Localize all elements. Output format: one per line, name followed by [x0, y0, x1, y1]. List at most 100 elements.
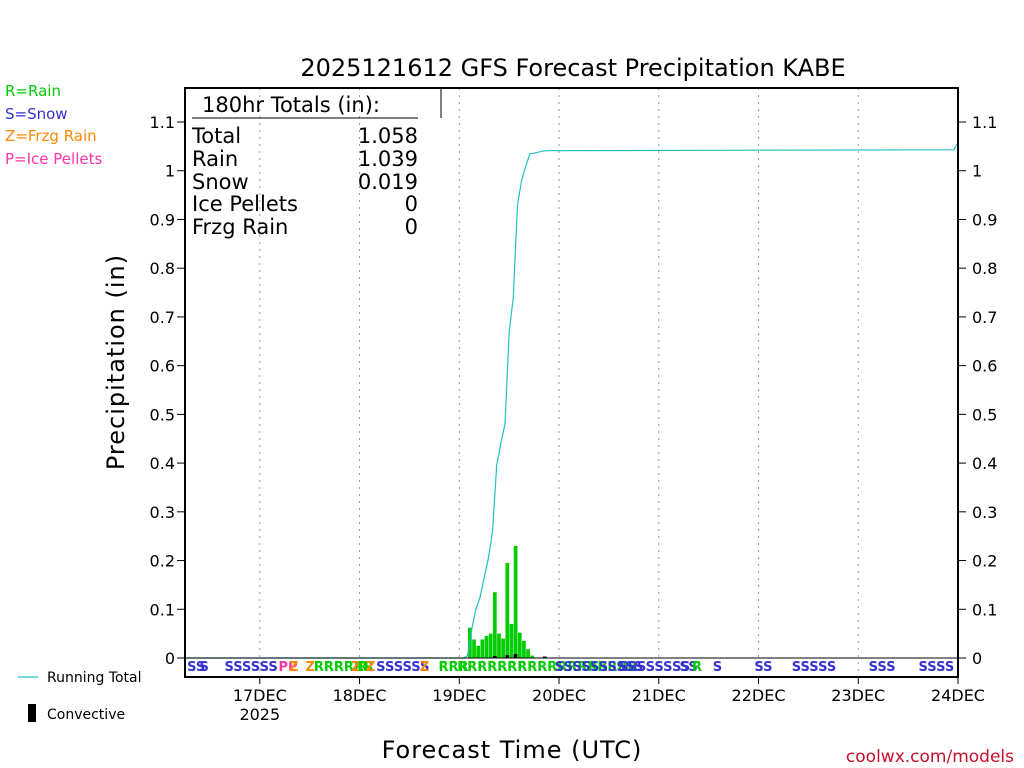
- ptype-letters: SS: [680, 660, 698, 675]
- rain-bar: [530, 655, 535, 658]
- y-tick-label-left: 0.5: [150, 405, 175, 424]
- ptype-letters: SSSSS: [792, 660, 836, 675]
- ptype-letters: SSSSSS: [376, 660, 429, 675]
- ptype-letters: Z: [366, 660, 375, 675]
- y-tick-label-left: 0.1: [150, 600, 175, 619]
- convective-swatch: [28, 704, 36, 722]
- y-tick-label-left: 0.7: [150, 308, 175, 327]
- rain-bar: [480, 639, 485, 658]
- legend-snow: S=Snow: [5, 105, 68, 123]
- x-tick-label: 24DEC: [931, 686, 985, 705]
- totals-box: 180hr Totals (in): Total 1.058 Rain 1.03…: [191, 88, 442, 239]
- rain-bar: [488, 633, 493, 658]
- y-tick-label-right: 0.4: [972, 454, 997, 473]
- series-legend: Running Total Convective: [18, 670, 142, 723]
- chart-title: 2025121612 GFS Forecast Precipitation KA…: [300, 54, 845, 82]
- y-tick-label-left: 0.3: [150, 503, 175, 522]
- legend-rain: R=Rain: [5, 82, 61, 100]
- totals-label-snow: Snow: [192, 170, 249, 194]
- y-tick-label-right: 1.1: [972, 113, 997, 132]
- ptype-letters: Z: [289, 660, 298, 675]
- convective-bar: [505, 655, 510, 658]
- ptype-letters: SSSSSS: [224, 660, 277, 675]
- x-tick-label: 18DEC: [333, 686, 387, 705]
- x-tick-label: 23DEC: [831, 686, 885, 705]
- totals-value-ice-pellets: 0: [405, 192, 418, 216]
- y-axis: 0 00.1 0.10.2 0.20.3 0.30.4 0.40.5 0.50.6 0.60.…: [150, 113, 998, 668]
- legend-frzg-rain: Z=Frzg Rain: [5, 127, 97, 145]
- y-tick-label-right: 0.8: [972, 259, 997, 278]
- rain-bar: [513, 545, 518, 658]
- y-tick-label-left: 1: [165, 162, 175, 181]
- y-tick-label-left: 0.2: [150, 552, 175, 571]
- ptype-letters: Z: [306, 660, 315, 675]
- y-tick-label-right: 1: [972, 162, 982, 181]
- rain-bar: [476, 645, 481, 658]
- totals-label-rain: Rain: [192, 147, 238, 171]
- legend-ice-pellets: P=Ice Pellets: [5, 150, 102, 168]
- running-total-legend-label: Running Total: [47, 670, 142, 686]
- y-tick-label-right: 0.9: [972, 210, 997, 229]
- totals-label-frzg-rain: Frzg Rain: [192, 215, 288, 239]
- x-tick-label: 22DEC: [732, 686, 786, 705]
- convective-bar: [513, 654, 518, 658]
- rain-bar: [517, 632, 522, 658]
- plot-frame: [184, 87, 959, 678]
- rain-bar: [484, 636, 489, 658]
- ptype-letters: SSSSSSSSSS: [555, 660, 643, 675]
- totals-value-frzg-rain: 0: [405, 215, 418, 239]
- x-axis-label: Forecast Time (UTC): [382, 736, 643, 764]
- ptype-legend: R=Rain S=Snow Z=Frzg Rain P=Ice Pellets: [5, 82, 102, 168]
- rain-bar: [501, 638, 506, 658]
- y-tick-label-left: 0.8: [150, 259, 175, 278]
- ptype-letters: RRR: [439, 660, 469, 675]
- rain-bar: [472, 639, 476, 658]
- credit-text: coolwx.com/models: [846, 747, 1014, 767]
- rain-bar: [522, 640, 526, 658]
- ptype-letters: SSSSSSSS: [619, 660, 690, 675]
- x-tick-label: 17DEC: [233, 686, 287, 705]
- ptype-letters: R: [357, 660, 367, 675]
- y-tick-label-left: 1.1: [150, 113, 175, 132]
- y-tick-label-left: 0.9: [150, 210, 175, 229]
- rain-bar: [509, 623, 514, 658]
- ptype-letters: SS: [187, 660, 205, 675]
- convective-bars: [492, 654, 547, 658]
- totals-value-rain: 1.039: [358, 147, 418, 171]
- totals-header: 180hr Totals (in):: [202, 93, 380, 117]
- rain-bars: [468, 545, 535, 658]
- ptype-letters: Z: [420, 660, 429, 675]
- totals-label-total: Total: [191, 124, 241, 148]
- y-tick-label-right: 0.5: [972, 405, 997, 424]
- y-tick-label-right: 0.3: [972, 503, 997, 522]
- y-tick-label-left: 0: [165, 649, 175, 668]
- ptype-letters: SS: [754, 660, 772, 675]
- ptype-letters: RRRRRR: [314, 660, 374, 675]
- ptype-letters: SSS: [869, 660, 896, 675]
- gridlines: [259, 88, 859, 677]
- y-axis-label: Precipitation (in): [102, 254, 130, 470]
- x-tick-sublabel: 2025: [239, 705, 280, 724]
- ptype-letters: R: [692, 660, 702, 675]
- ptype-letters: RRRRRRRRRRRRRRRRRR: [457, 660, 637, 675]
- rain-bar: [526, 649, 530, 658]
- rain-bar: [492, 592, 497, 658]
- y-tick-label-left: 0.6: [150, 357, 175, 376]
- x-tick-label: 19DEC: [432, 686, 486, 705]
- totals-label-ice-pellets: Ice Pellets: [192, 192, 298, 216]
- convective-bar: [492, 656, 497, 658]
- y-tick-label-right: 0.7: [972, 308, 997, 327]
- rain-bar: [497, 633, 501, 658]
- ptype-letters: SSSS: [919, 660, 955, 675]
- running-total-line: [185, 142, 959, 659]
- ptype-letters: S: [200, 660, 209, 675]
- y-tick-label-right: 0.1: [972, 600, 997, 619]
- y-tick-label-left: 0.4: [150, 454, 175, 473]
- ptype-letters: PP: [279, 660, 298, 675]
- ptype-letters: S: [713, 660, 722, 675]
- y-tick-label-right: 0.6: [972, 357, 997, 376]
- convective-legend-label: Convective: [47, 707, 125, 723]
- x-tick-label: 21DEC: [632, 686, 686, 705]
